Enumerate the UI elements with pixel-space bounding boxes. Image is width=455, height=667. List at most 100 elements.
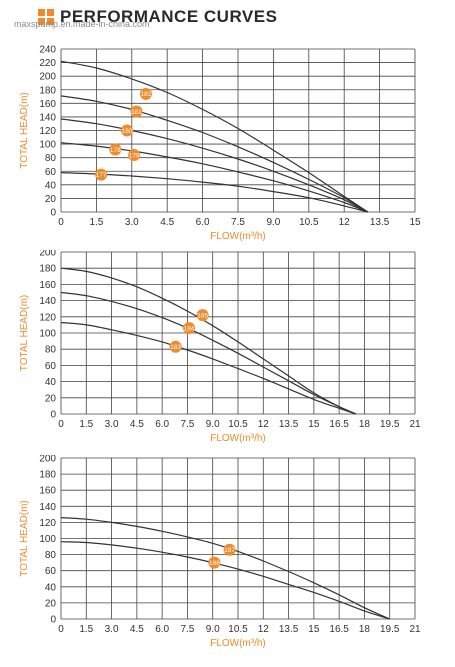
x-tick-label: 7.5 [231, 217, 245, 228]
curve-179 [60, 142, 369, 213]
x-tick-label: 16.5 [329, 419, 349, 430]
series-label-183: 183 [170, 344, 181, 351]
series-badge-177 [95, 168, 108, 181]
y-tick-label: 140 [39, 112, 56, 123]
x-axis-title: FLOW(m³/h) [210, 231, 266, 242]
x-tick-label: 21 [409, 624, 421, 635]
curve-183 [60, 321, 357, 415]
series-badge-184 [183, 322, 196, 335]
y-tick-label: 200 [39, 250, 56, 259]
watermark: maxspump.en.made-in-china.com [14, 19, 150, 29]
y-tick-label: 60 [45, 566, 57, 577]
y-tick-label: 0 [50, 410, 56, 421]
x-tick-label: 3.0 [105, 624, 119, 635]
y-tick-label: 120 [39, 126, 56, 137]
x-tick-label: 6.0 [196, 217, 210, 228]
y-tick-label: 20 [45, 598, 57, 609]
x-tick-label: 3.0 [125, 217, 139, 228]
y-tick-label: 100 [39, 140, 56, 151]
x-tick-label: 13.5 [370, 217, 390, 228]
x-tick-label: 0 [58, 217, 64, 228]
y-tick-label: 200 [39, 455, 56, 465]
series-badge-179 [128, 148, 141, 161]
x-tick-label: 3.0 [105, 419, 119, 430]
x-tick-label: 15 [409, 217, 421, 228]
x-tick-label: 12 [258, 624, 270, 635]
series-badge-185 [196, 309, 209, 322]
x-tick-label: 18 [359, 419, 371, 430]
y-tick-label: 180 [39, 264, 56, 275]
x-tick-label: 4.5 [130, 624, 144, 635]
x-tick-label: 6.0 [155, 624, 169, 635]
y-tick-label: 60 [45, 167, 57, 178]
series-badge-183 [169, 340, 182, 353]
x-tick-label: 15 [308, 419, 320, 430]
curve-184 [60, 291, 357, 415]
curve-187 [60, 517, 390, 620]
x-tick-label: 13.5 [279, 624, 299, 635]
x-tick-label: 7.5 [180, 624, 194, 635]
series-label-179: 179 [129, 152, 140, 159]
y-tick-label: 40 [45, 180, 57, 191]
y-axis-title: TOTAL HEAD(m) [19, 92, 30, 168]
x-tick-label: 18 [359, 624, 371, 635]
x-tick-label: 9.0 [206, 624, 220, 635]
y-tick-label: 100 [39, 329, 56, 340]
y-axis-title: TOTAL HEAD(m) [19, 500, 30, 576]
y-tick-label: 160 [39, 99, 56, 110]
x-tick-label: 0 [58, 419, 64, 430]
y-tick-label: 240 [39, 45, 56, 56]
y-tick-label: 120 [39, 312, 56, 323]
y-tick-label: 140 [39, 502, 56, 513]
y-tick-label: 200 [39, 72, 56, 83]
x-tick-label: 10.5 [228, 624, 248, 635]
y-tick-label: 60 [45, 361, 57, 372]
x-tick-label: 1.5 [89, 217, 103, 228]
x-axis-title: FLOW(m³/h) [210, 433, 266, 444]
y-tick-label: 20 [45, 393, 57, 404]
x-tick-label: 4.5 [130, 419, 144, 430]
y-tick-label: 0 [50, 208, 56, 219]
series-label-186: 186 [209, 560, 220, 567]
series-badge-186 [208, 556, 221, 569]
series-label-180: 180 [122, 128, 133, 135]
y-tick-label: 120 [39, 518, 56, 529]
y-tick-label: 40 [45, 582, 57, 593]
x-tick-label: 19.5 [380, 419, 400, 430]
x-tick-label: 13.5 [279, 419, 299, 430]
y-tick-label: 80 [45, 345, 57, 356]
series-badge-178 [109, 143, 122, 156]
y-axis-title: TOTAL HEAD(m) [19, 295, 30, 371]
series-label-177: 177 [96, 172, 107, 179]
series-label-181: 181 [131, 109, 142, 116]
curve-181 [60, 95, 369, 213]
series-badge-182 [139, 87, 152, 100]
series-badge-181 [130, 105, 143, 118]
curve-185 [60, 267, 357, 415]
performance-chart-1: 0 1.5 3.0 4.5 6.0 7.5 9.0 10.5 12 13.5 15 0 20 40 60 80… [19, 45, 421, 243]
x-tick-label: 19.5 [380, 624, 400, 635]
x-tick-label: 12 [258, 419, 270, 430]
y-tick-label: 20 [45, 194, 57, 205]
x-tick-label: 7.5 [180, 419, 194, 430]
y-tick-label: 140 [39, 296, 56, 307]
performance-chart-2: 0 1.5 3.0 4.5 6.0 7.5 9.0 10.5 12 13.5 15 16.5 18 19.… [19, 250, 421, 444]
series-label-185: 185 [197, 312, 208, 319]
y-tick-label: 100 [39, 534, 56, 545]
curve-180 [60, 118, 369, 213]
series-badge-187 [223, 543, 236, 556]
curve-177 [60, 172, 368, 213]
x-tick-label: 15 [308, 624, 320, 635]
curve-186 [60, 541, 390, 620]
series-label-182: 182 [141, 91, 152, 98]
y-tick-label: 80 [45, 153, 57, 164]
x-tick-label: 0 [58, 624, 64, 635]
series-label-187: 187 [224, 547, 235, 554]
y-tick-label: 40 [45, 377, 57, 388]
series-label-178: 178 [110, 147, 121, 154]
x-tick-label: 1.5 [79, 419, 93, 430]
y-tick-label: 180 [39, 470, 56, 481]
y-tick-label: 0 [50, 615, 56, 626]
series-label-184: 184 [184, 325, 195, 332]
x-tick-label: 9.0 [206, 419, 220, 430]
